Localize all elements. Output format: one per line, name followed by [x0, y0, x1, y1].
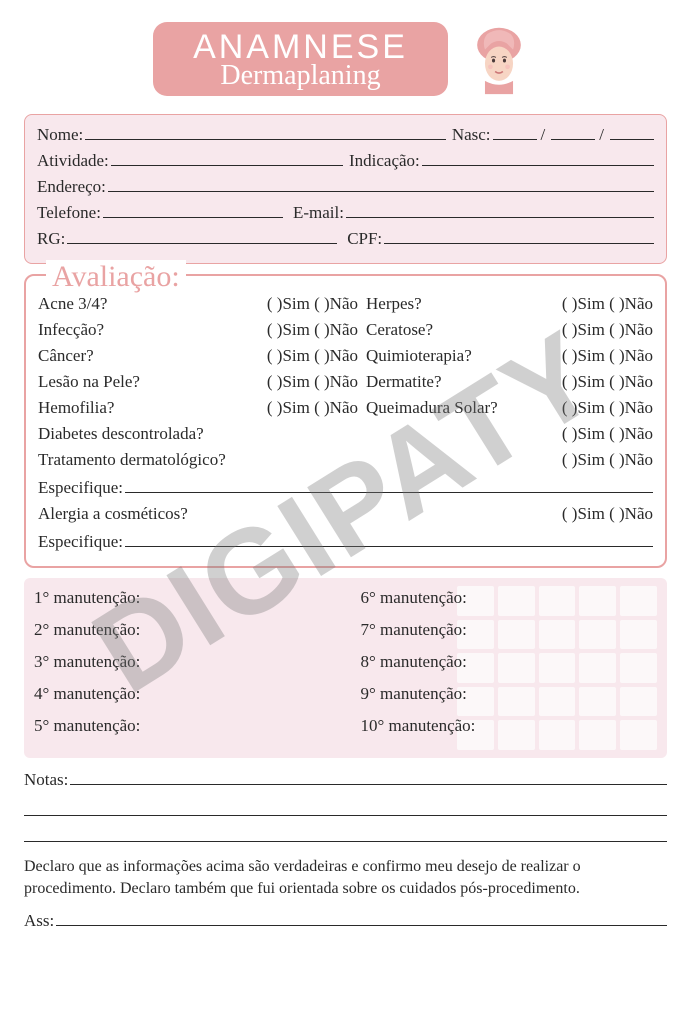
- eval-row: Hemofilia?( )Sim ( )NãoQueimadura Solar?…: [38, 398, 653, 418]
- label-notes: Notas:: [24, 770, 68, 790]
- maint-right-3[interactable]: 9° manutenção:: [361, 684, 658, 704]
- maintenance-panel: 1° manutenção: 2° manutenção: 3° manutençã…: [24, 578, 667, 758]
- label-atividade: Atividade:: [37, 151, 109, 171]
- input-endereco[interactable]: [108, 175, 654, 192]
- input-nasc-day[interactable]: [493, 123, 537, 140]
- eval-yn-right-4[interactable]: ( )Sim ( )Não: [562, 398, 653, 418]
- input-nasc-month[interactable]: [551, 123, 595, 140]
- declaration-text: Declaro que as informações acima são ver…: [24, 856, 667, 901]
- input-notes-3[interactable]: [24, 820, 667, 842]
- maint-left-4[interactable]: 5° manutenção:: [34, 716, 331, 736]
- title-box: ANAMNESE Dermaplaning: [153, 22, 448, 96]
- maintenance-col-right: 6° manutenção: 7° manutenção: 8° manutençã…: [361, 588, 658, 748]
- input-nome[interactable]: [85, 123, 446, 140]
- eval-row: Lesão na Pele?( )Sim ( )NãoDermatite?( )…: [38, 372, 653, 392]
- label-nasc: Nasc:: [452, 125, 491, 145]
- input-nasc-year[interactable]: [610, 123, 654, 140]
- input-email[interactable]: [346, 201, 654, 218]
- label-indicacao: Indicação:: [349, 151, 420, 171]
- date-slash-2: /: [595, 125, 608, 145]
- maint-right-0[interactable]: 6° manutenção:: [361, 588, 658, 608]
- maint-left-2[interactable]: 3° manutenção:: [34, 652, 331, 672]
- eval-yn-left-0[interactable]: ( )Sim ( )Não: [267, 294, 358, 314]
- label-rg: RG:: [37, 229, 65, 249]
- eval-full-row: Tratamento dermatológico?( )Sim ( )Não: [38, 450, 653, 470]
- maint-right-1[interactable]: 7° manutenção:: [361, 620, 658, 640]
- input-specify-2[interactable]: [125, 530, 653, 547]
- yn-allergy[interactable]: ( )Sim ( )Não: [562, 504, 653, 524]
- eval-yn-left-2[interactable]: ( )Sim ( )Não: [267, 346, 358, 366]
- eval-full-rows: Diabetes descontrolada?( )Sim ( )NãoTrat…: [38, 424, 653, 470]
- date-slash-1: /: [537, 125, 550, 145]
- label-telefone: Telefone:: [37, 203, 101, 223]
- input-rg[interactable]: [67, 227, 337, 244]
- eval-two-col-rows: Acne 3/4?( )Sim ( )NãoHerpes?( )Sim ( )N…: [38, 294, 653, 418]
- eval-q-left-2: Câncer?: [38, 346, 267, 366]
- label-signature: Ass:: [24, 911, 54, 931]
- personal-info-panel: Nome: Nasc: / / Atividade: Indicação: En…: [24, 114, 667, 264]
- eval-row: Infecção?( )Sim ( )NãoCeratose?( )Sim ( …: [38, 320, 653, 340]
- eval-full-row: Diabetes descontrolada?( )Sim ( )Não: [38, 424, 653, 444]
- form-header: ANAMNESE Dermaplaning: [24, 20, 667, 98]
- title-subtitle: Dermaplaning: [193, 62, 408, 90]
- input-specify-1[interactable]: [125, 476, 653, 493]
- input-notes-1[interactable]: [70, 768, 667, 785]
- eval-yn-right-0[interactable]: ( )Sim ( )Não: [562, 294, 653, 314]
- input-cpf[interactable]: [384, 227, 654, 244]
- eval-q-right-1: Ceratose?: [366, 320, 562, 340]
- maint-left-0[interactable]: 1° manutenção:: [34, 588, 331, 608]
- eval-q-right-4: Queimadura Solar?: [366, 398, 562, 418]
- eval-yn-right-2[interactable]: ( )Sim ( )Não: [562, 346, 653, 366]
- maintenance-col-left: 1° manutenção: 2° manutenção: 3° manutençã…: [34, 588, 331, 748]
- eval-q-right-0: Herpes?: [366, 294, 562, 314]
- label-specify-2: Especifique:: [38, 532, 123, 552]
- eval-q-left-1: Infecção?: [38, 320, 267, 340]
- input-telefone[interactable]: [103, 201, 283, 218]
- evaluation-panel: Avaliação: Acne 3/4?( )Sim ( )NãoHerpes?…: [24, 274, 667, 568]
- eval-yn-right-1[interactable]: ( )Sim ( )Não: [562, 320, 653, 340]
- eval-full-q-0: Diabetes descontrolada?: [38, 424, 562, 444]
- input-notes-2[interactable]: [24, 794, 667, 816]
- maint-right-2[interactable]: 8° manutenção:: [361, 652, 658, 672]
- eval-yn-left-3[interactable]: ( )Sim ( )Não: [267, 372, 358, 392]
- label-cpf: CPF:: [347, 229, 382, 249]
- eval-q-left-4: Hemofilia?: [38, 398, 267, 418]
- q-allergy: Alergia a cosméticos?: [38, 504, 562, 524]
- maint-right-4[interactable]: 10° manutenção:: [361, 716, 658, 736]
- eval-row: Acne 3/4?( )Sim ( )NãoHerpes?( )Sim ( )N…: [38, 294, 653, 314]
- eval-q-left-3: Lesão na Pele?: [38, 372, 267, 392]
- input-signature[interactable]: [56, 909, 667, 926]
- eval-full-q-1: Tratamento dermatológico?: [38, 450, 562, 470]
- eval-yn-left-4[interactable]: ( )Sim ( )Não: [267, 398, 358, 418]
- label-endereco: Endereço:: [37, 177, 106, 197]
- eval-q-left-0: Acne 3/4?: [38, 294, 267, 314]
- eval-full-yn-1[interactable]: ( )Sim ( )Não: [562, 450, 653, 470]
- eval-yn-right-3[interactable]: ( )Sim ( )Não: [562, 372, 653, 392]
- label-nome: Nome:: [37, 125, 83, 145]
- label-email: E-mail:: [293, 203, 344, 223]
- input-indicacao[interactable]: [422, 149, 654, 166]
- evaluation-title: Avaliação:: [46, 260, 186, 294]
- maint-left-3[interactable]: 4° manutenção:: [34, 684, 331, 704]
- label-specify-1: Especifique:: [38, 478, 123, 498]
- eval-full-yn-0[interactable]: ( )Sim ( )Não: [562, 424, 653, 444]
- input-atividade[interactable]: [111, 149, 343, 166]
- eval-q-right-3: Dermatite?: [366, 372, 562, 392]
- eval-row: Câncer?( )Sim ( )NãoQuimioterapia?( )Sim…: [38, 346, 653, 366]
- eval-yn-left-1[interactable]: ( )Sim ( )Não: [267, 320, 358, 340]
- title-main: ANAMNESE: [193, 30, 408, 64]
- eval-q-right-2: Quimioterapia?: [366, 346, 562, 366]
- maint-left-1[interactable]: 2° manutenção:: [34, 620, 331, 640]
- woman-towel-icon: [460, 20, 538, 98]
